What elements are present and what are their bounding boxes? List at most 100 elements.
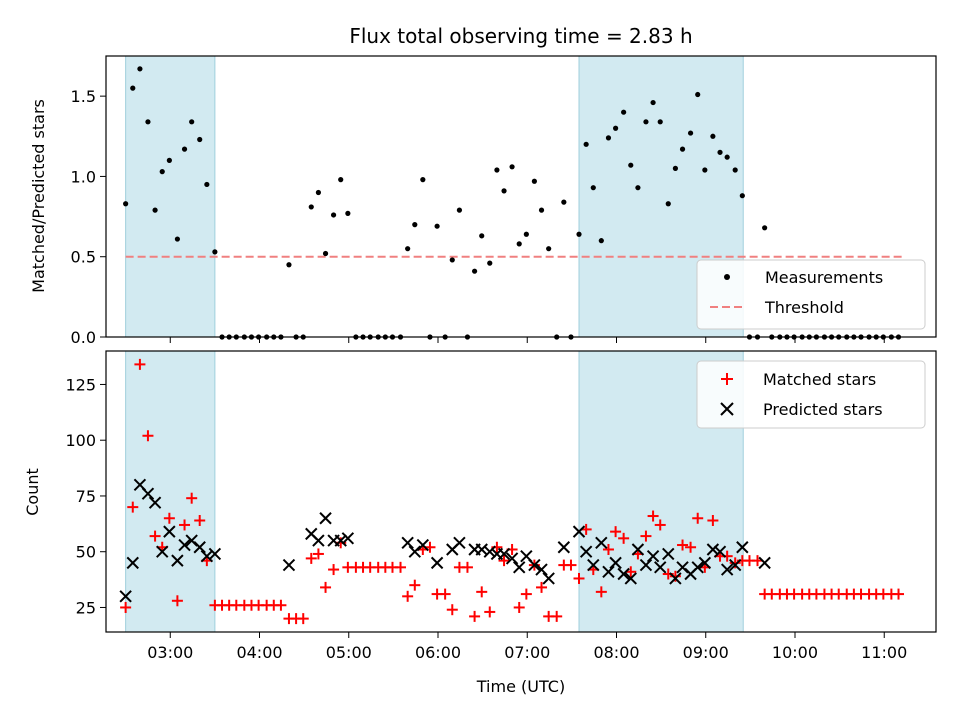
matched-star-point bbox=[484, 606, 496, 618]
predicted-star-point bbox=[758, 556, 771, 570]
predicted-star-point bbox=[624, 572, 637, 585]
measurement-point bbox=[166, 157, 172, 163]
measurement-point bbox=[189, 119, 195, 125]
measurement-point bbox=[152, 207, 158, 213]
predicted-star-point bbox=[595, 536, 608, 550]
legend-measurements-marker bbox=[724, 274, 730, 280]
top-y-tick-label: 0.5 bbox=[71, 248, 96, 267]
predicted-star-point bbox=[200, 549, 214, 563]
matched-star-point bbox=[618, 532, 630, 544]
matched-star-point bbox=[469, 610, 481, 622]
predicted-star-point bbox=[171, 554, 184, 567]
measurement-point bbox=[405, 246, 411, 252]
measurement-point bbox=[145, 119, 151, 125]
bottom-x-axis-label: Time (UTC) bbox=[476, 677, 565, 696]
matched-star-point bbox=[320, 581, 332, 593]
bottom-predicted-points bbox=[119, 478, 771, 603]
measurement-point bbox=[650, 99, 656, 106]
measurement-point bbox=[561, 199, 567, 205]
measurement-point bbox=[174, 236, 180, 242]
predicted-star-point bbox=[334, 534, 347, 547]
measurement-point bbox=[613, 125, 619, 131]
legend-predicted-label: Predicted stars bbox=[763, 400, 883, 419]
measurement-point bbox=[330, 212, 337, 218]
measurement-point bbox=[509, 164, 515, 170]
predicted-star-point bbox=[178, 538, 191, 552]
predicted-star-point bbox=[208, 547, 222, 561]
matched-star-point bbox=[476, 586, 488, 598]
matched-star-point bbox=[707, 514, 719, 526]
predicted-star-point bbox=[631, 543, 645, 556]
measurement-point bbox=[412, 222, 418, 228]
measurement-point bbox=[538, 207, 545, 213]
predicted-star-point bbox=[579, 545, 593, 558]
top-y-tick-label: 1.5 bbox=[71, 87, 96, 106]
measurement-point bbox=[322, 250, 329, 257]
predicted-star-point bbox=[193, 541, 206, 554]
measurement-point bbox=[717, 149, 723, 155]
matched-star-point bbox=[297, 613, 309, 625]
predicted-star-point bbox=[475, 543, 488, 556]
matched-star-point bbox=[171, 595, 183, 607]
measurement-point bbox=[531, 178, 537, 184]
measurement-point bbox=[487, 260, 493, 266]
top-y-ticks: 0.0 0.5 1.0 1.5 bbox=[71, 87, 106, 347]
measurement-point bbox=[643, 119, 649, 125]
bot-x-tick-label: 05:00 bbox=[326, 643, 372, 662]
predicted-star-point bbox=[148, 496, 162, 509]
predicted-star-point bbox=[609, 556, 622, 570]
measurement-point bbox=[204, 181, 210, 188]
measurement-point bbox=[710, 133, 716, 139]
matched-star-point bbox=[395, 561, 407, 573]
top-axes-frame bbox=[105, 55, 937, 338]
legend-matched-marker bbox=[721, 373, 733, 385]
predicted-star-point bbox=[713, 545, 727, 558]
measurement-point bbox=[687, 130, 694, 136]
bottom-legend-box bbox=[696, 360, 926, 429]
measurement-point bbox=[494, 167, 500, 173]
matched-star-point bbox=[685, 541, 697, 553]
predicted-star-point bbox=[662, 547, 675, 561]
measurement-point bbox=[724, 154, 730, 160]
matched-star-point bbox=[461, 561, 473, 573]
predicted-star-point bbox=[728, 558, 742, 572]
measurement-point bbox=[286, 262, 292, 268]
top-chart-title: Flux total observing time = 2.83 h bbox=[349, 24, 692, 48]
bot-x-tick-label: 10:00 bbox=[772, 643, 818, 662]
matched-star-point bbox=[446, 604, 458, 616]
predicted-star-point bbox=[654, 561, 667, 574]
bot-y-tick-label: 100 bbox=[65, 431, 96, 450]
matched-star-point bbox=[498, 555, 510, 567]
matched-star-point bbox=[194, 514, 206, 526]
matched-star-point bbox=[149, 530, 161, 542]
predicted-star-point bbox=[282, 558, 296, 572]
measurement-point bbox=[598, 238, 604, 244]
predicted-star-point bbox=[126, 556, 139, 570]
measurement-point bbox=[679, 146, 686, 152]
bot-x-tick-label: 11:00 bbox=[861, 643, 907, 662]
measurement-point bbox=[657, 119, 663, 125]
predicted-star-point bbox=[312, 534, 325, 547]
measurement-point bbox=[308, 204, 314, 210]
bot-x-tick-label: 06:00 bbox=[415, 643, 461, 662]
predicted-star-point bbox=[401, 536, 414, 550]
matched-star-point bbox=[520, 588, 532, 600]
matched-star-point bbox=[893, 588, 905, 600]
measurement-point bbox=[621, 109, 627, 115]
predicted-star-point bbox=[513, 561, 526, 574]
measurement-point bbox=[516, 241, 522, 247]
matched-star-point bbox=[536, 581, 548, 593]
measurement-point bbox=[590, 185, 596, 191]
measurement-point bbox=[762, 225, 768, 231]
predicted-star-point bbox=[669, 572, 682, 585]
predicted-star-point bbox=[542, 572, 555, 585]
predicted-star-point bbox=[319, 512, 332, 525]
top-legend: Measurements Threshold bbox=[696, 259, 926, 330]
matched-star-point bbox=[640, 530, 652, 542]
measurement-point bbox=[739, 193, 745, 199]
predicted-star-point bbox=[497, 547, 511, 561]
predicted-star-point bbox=[163, 525, 176, 538]
measurement-point bbox=[345, 210, 351, 216]
bot-y-tick-label: 25 bbox=[76, 598, 96, 617]
